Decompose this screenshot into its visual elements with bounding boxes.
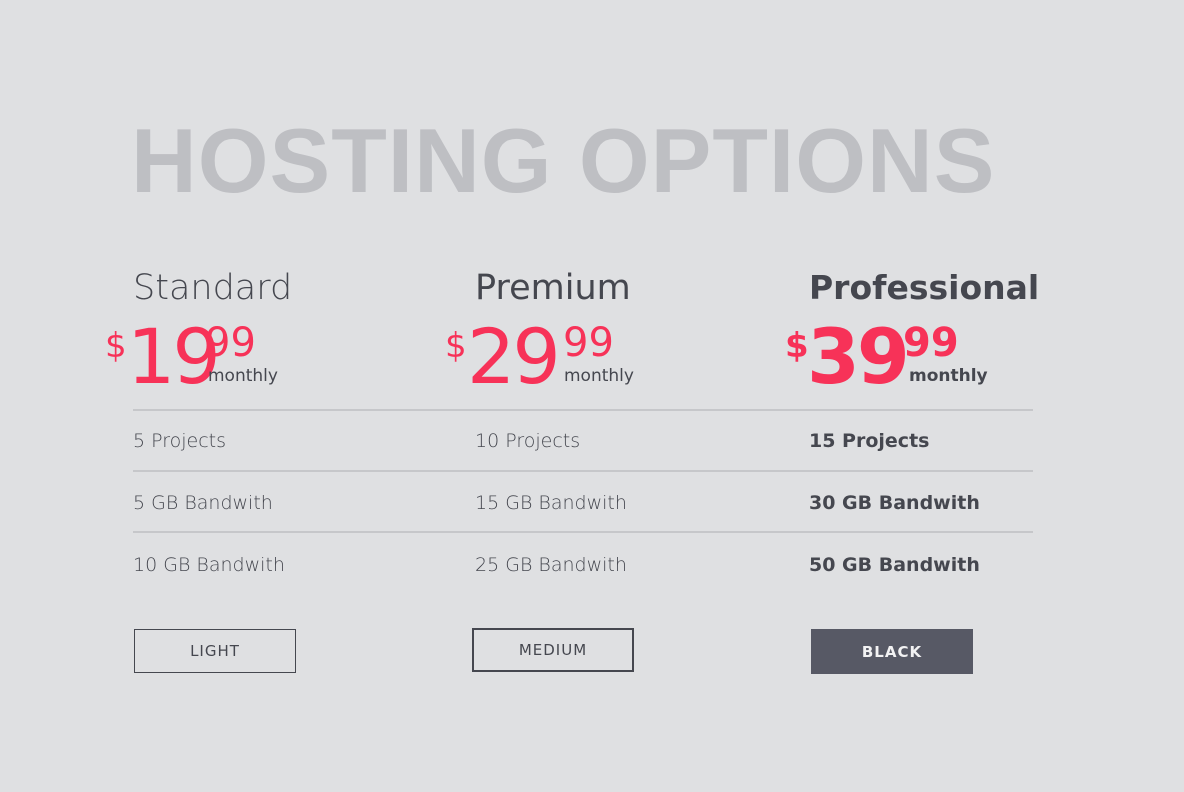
plan-name: Standard — [133, 268, 293, 308]
light-button[interactable]: LIGHT — [134, 629, 296, 673]
currency-symbol: $ — [105, 326, 127, 366]
feature-item: 5 Projects — [133, 430, 227, 452]
price-decimal: 99 — [205, 320, 256, 366]
plan-premium: Premium $ 29 99 monthly 10 Projects 15 G… — [445, 0, 805, 792]
plan-name: Professional — [809, 268, 1040, 307]
feature-item: 25 GB Bandwith — [475, 554, 627, 576]
price-integer: 19 — [127, 312, 221, 401]
currency-symbol: $ — [785, 326, 809, 366]
plan-professional: Professional $ 39 99 monthly 15 Projects… — [785, 0, 1139, 792]
feature-item: 10 GB Bandwith — [133, 554, 285, 576]
feature-item: 50 GB Bandwith — [809, 554, 980, 576]
divider — [133, 470, 1033, 472]
plan-name: Premium — [475, 268, 631, 308]
divider — [133, 409, 1033, 411]
medium-button[interactable]: MEDIUM — [472, 628, 634, 672]
feature-item: 10 Projects — [475, 430, 581, 452]
price-period: monthly — [909, 366, 988, 386]
currency-symbol: $ — [445, 326, 467, 366]
price-period: monthly — [208, 366, 278, 386]
feature-item: 15 Projects — [809, 430, 930, 452]
price-integer: 29 — [467, 312, 561, 401]
price-period: monthly — [564, 366, 634, 386]
price-integer: 39 — [807, 312, 910, 401]
plan-standard: Standard $ 19 99 monthly 5 Projects 5 GB… — [105, 0, 463, 792]
price-decimal: 99 — [903, 320, 959, 366]
feature-item: 5 GB Bandwith — [133, 492, 273, 514]
feature-item: 30 GB Bandwith — [809, 492, 980, 514]
feature-item: 15 GB Bandwith — [475, 492, 627, 514]
divider — [133, 531, 1033, 533]
price-decimal: 99 — [563, 320, 614, 366]
page-title: HOSTING OPTIONS — [131, 111, 996, 212]
black-button[interactable]: BLACK — [811, 629, 973, 674]
